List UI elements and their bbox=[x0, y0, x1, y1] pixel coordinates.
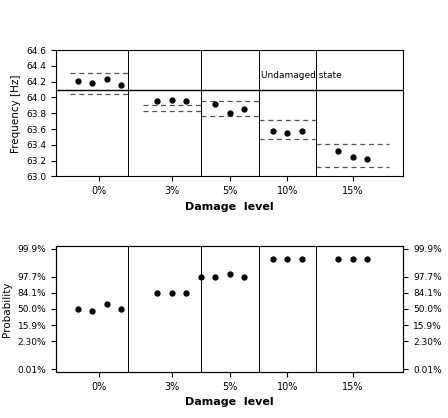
Y-axis label: Probability: Probability bbox=[2, 281, 12, 336]
Text: Undamaged state: Undamaged state bbox=[262, 71, 342, 80]
X-axis label: Damage  level: Damage level bbox=[185, 201, 274, 212]
Y-axis label: Frequency [Hz]: Frequency [Hz] bbox=[11, 74, 21, 153]
X-axis label: Damage  level: Damage level bbox=[185, 397, 274, 407]
